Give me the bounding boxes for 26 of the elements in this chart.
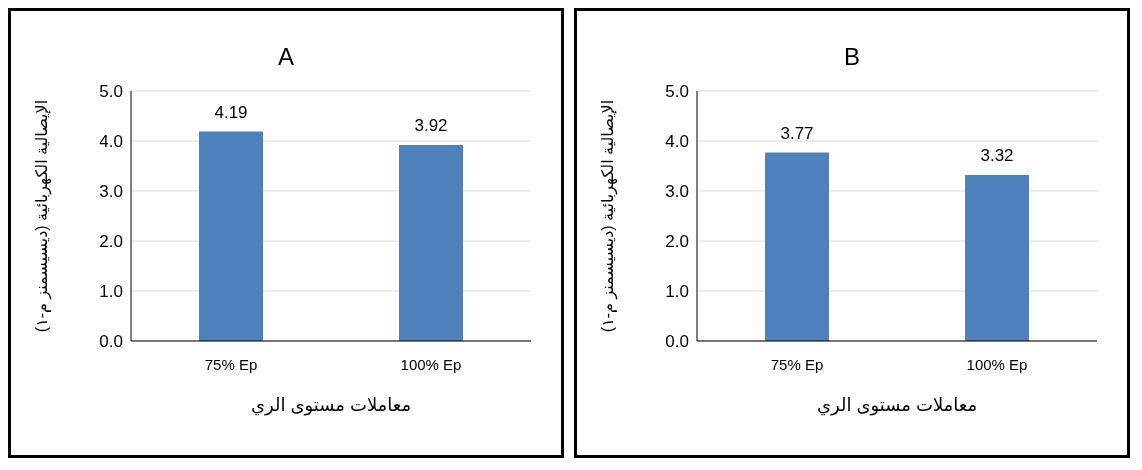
data-label: 3.92: [414, 116, 448, 135]
x-axis-title: معاملات مستوى الري: [250, 395, 412, 416]
y-tick-label: 4.0: [665, 132, 689, 152]
y-tick-label: 5.0: [665, 82, 689, 102]
y-axis-title: الإيصالية الكهربائية (ديسيسمنز م-١): [32, 99, 52, 333]
data-label: 3.77: [780, 123, 814, 143]
chart-title: A: [277, 43, 295, 71]
y-tick-label: 5.0: [99, 82, 123, 102]
y-tick-label: 2.0: [665, 232, 689, 252]
x-axis-title: معاملات مستوى الري: [816, 395, 978, 416]
y-tick-label: 3.0: [99, 182, 123, 202]
chart-title: B: [843, 43, 861, 71]
data-label: 3.32: [980, 146, 1014, 165]
x-tick-label: 100% Ep: [966, 355, 1028, 373]
x-tick-label: 75% Ep: [770, 355, 824, 373]
y-tick-label: 4.0: [99, 132, 123, 152]
data-label: 4.19: [214, 102, 248, 122]
y-tick-label: 1.0: [99, 282, 123, 302]
x-tick-label: 100% Ep: [400, 355, 462, 373]
y-tick-label: 3.0: [665, 182, 689, 202]
y-tick-label: 0.0: [99, 332, 123, 352]
y-tick-label: 2.0: [99, 232, 123, 252]
y-tick-label: 1.0: [665, 282, 689, 302]
y-tick-label: 0.0: [665, 332, 689, 352]
y-axis-title: الإيصالية الكهربائية (ديسيسمنز م-١): [598, 99, 618, 333]
x-tick-label: 75% Ep: [204, 355, 258, 373]
